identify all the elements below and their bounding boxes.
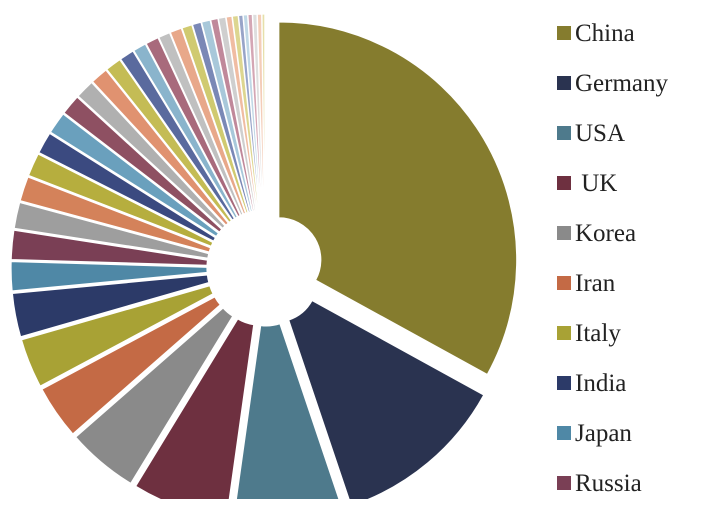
legend-item: UK [557,158,725,208]
legend-label: Iran [575,269,616,297]
pie-slice [91,69,230,226]
pie-slice [261,13,266,211]
legend-item: China [557,8,725,58]
pie-slice [145,36,242,218]
pie-slice [77,81,226,230]
legend-swatch [557,376,571,390]
pie-slice [49,113,220,238]
legend-item: Iran [557,258,725,308]
pie-slice [10,229,209,266]
pie-slice [157,31,244,216]
pie-slice [19,176,212,253]
legend-item: Italy [557,308,725,358]
pie-slice [20,284,214,387]
legend-swatch [557,76,571,90]
pie-slice [74,307,234,485]
legend-item: Russia [557,458,725,508]
legend-swatch [557,176,571,190]
pie-slice [169,27,247,215]
pie-slices [10,13,518,499]
legend-swatch [557,126,571,140]
legend-label: Russia [575,469,642,497]
pie-slice [134,318,255,499]
legend-item: Germany [557,58,725,108]
pie-slice [287,299,485,499]
legend-label: India [575,369,627,397]
legend-swatch [557,326,571,340]
legend-item: India [557,358,725,408]
legend-item: Japan [557,408,725,458]
pie-slice [27,153,214,248]
pie-slice [13,201,210,259]
pie-slice [278,21,518,376]
legend-label: UK [575,169,618,197]
legend-swatch [557,426,571,440]
legend-label: USA [575,119,626,147]
pie-slice [119,50,236,221]
pie-slice [105,58,233,224]
pie-slice [235,322,340,499]
legend: China Germany USA UK Korea Iran Italy In… [557,8,725,508]
legend-label: China [575,19,635,47]
legend-label: Germany [575,69,669,97]
legend-label: Korea [575,219,637,247]
pie-slice [11,274,210,338]
legend-item: USA [557,108,725,158]
legend-label: Italy [575,319,621,347]
pie-slice [37,132,217,242]
legend-swatch [557,26,571,40]
legend-swatch [557,226,571,240]
pie-slice [10,260,208,292]
legend-swatch [557,476,571,490]
legend-swatch [557,276,571,290]
pie-slice [41,296,222,435]
pie-slice [181,24,249,214]
legend-item: Korea [557,208,725,258]
pie-slice [132,43,239,219]
pie-slice [63,96,223,233]
legend-label: Japan [575,419,632,447]
